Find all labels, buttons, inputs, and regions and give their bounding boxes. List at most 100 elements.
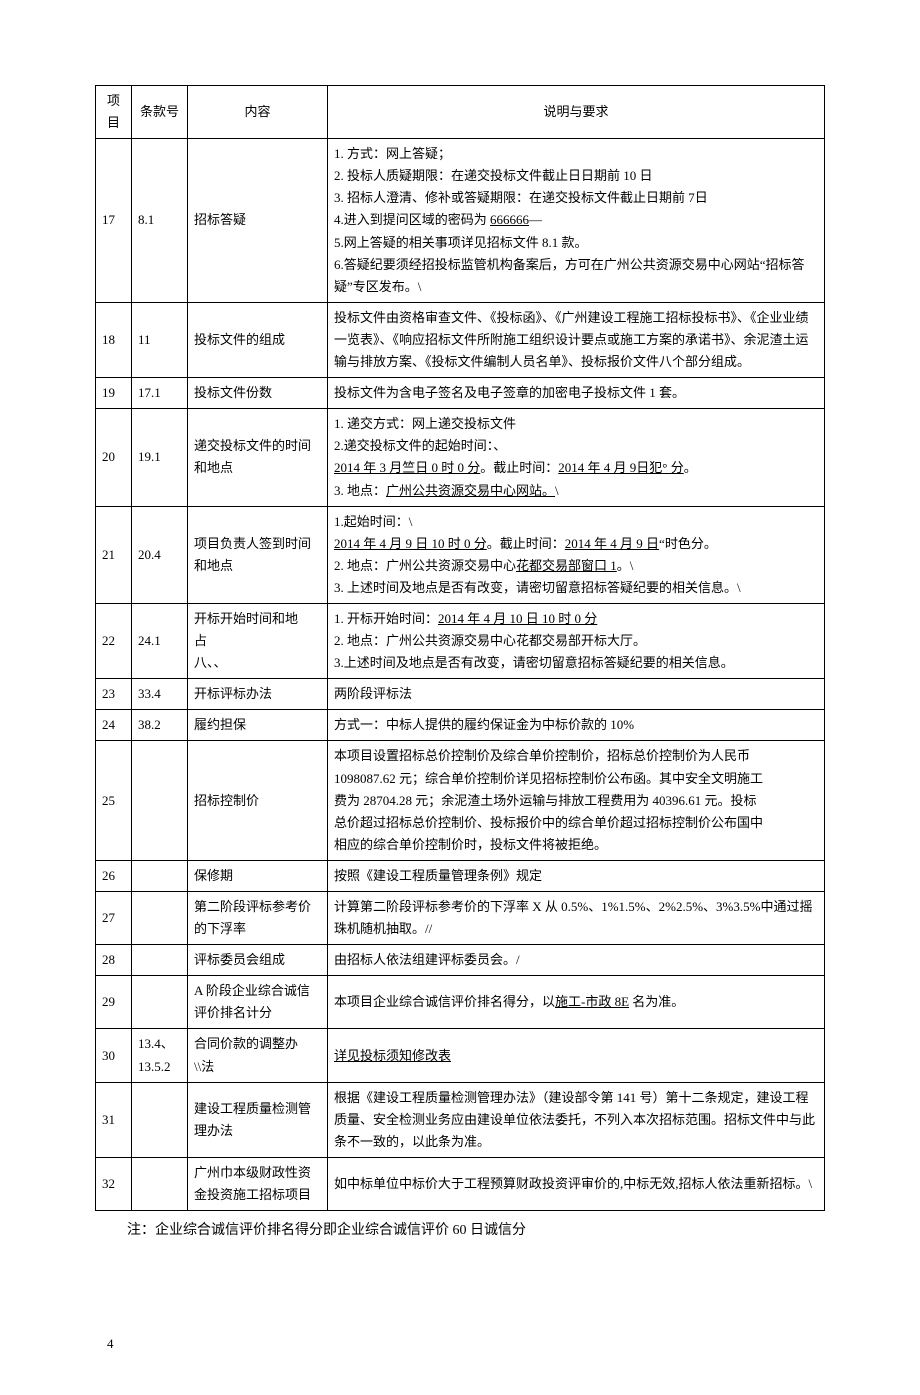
cell-desc: 如中标单位中标价大于工程预算财政投资评审价的,中标无效,招标人依法重新招标。\ (328, 1157, 825, 1210)
cell-idx: 25 (96, 741, 132, 860)
cell-content: 评标委员会组成 (188, 945, 328, 976)
cell-content: 投标文件的组成 (188, 302, 328, 377)
cell-clause (132, 976, 188, 1029)
table-row: 26 保修期按照《建设工程质量管理条例》规定 (96, 860, 825, 891)
cell-clause: 13.4、 13.5.2 (132, 1029, 188, 1082)
desc-line: 两阶段评标法 (334, 683, 818, 705)
desc-line: 4.进入到提问区域的密码为 666666— (334, 209, 818, 231)
desc-line: 1098087.62 元；综合单价控制价详见招标控制价公布函。其中安全文明施工 (334, 768, 818, 790)
table-row: 178.1招标答疑1. 方式：网上答疑；2. 投标人质疑期限：在递交投标文件截止… (96, 139, 825, 303)
desc-line: 5.网上答疑的相关事项详见招标文件 8.1 款。 (334, 232, 818, 254)
cell-clause (132, 1082, 188, 1157)
cell-desc: 本项目企业综合诚信评价排名得分，以施工-市政 8E 名为准。 (328, 976, 825, 1029)
table-row: 25招标控制价本项目设置招标总价控制价及综合单价控制价，招标总价控制价为人民币1… (96, 741, 825, 860)
desc-line: 3.上述时间及地点是否有改变，请密切留意招标答疑纪要的相关信息。 (334, 652, 818, 674)
cell-idx: 22 (96, 603, 132, 678)
cell-content: 项目负责人签到时间和地点 (188, 506, 328, 603)
cell-clause (132, 945, 188, 976)
cell-desc: 1. 开标开始时间：2014 年 4 月 10 日 10 时 0 分2. 地点：… (328, 603, 825, 678)
desc-line: 费为 28704.28 元；余泥渣土场外运输与排放工程费用为 40396.61 … (334, 790, 818, 812)
cell-desc: 根据《建设工程质量检测管理办法》（建设部令第 141 号）第十二条规定，建设工程… (328, 1082, 825, 1157)
cell-desc: 投标文件为含电子签名及电子签章的加密电子投标文件 1 套。 (328, 378, 825, 409)
cell-content: 合同价款的调整办 \\法 (188, 1029, 328, 1082)
cell-idx: 24 (96, 710, 132, 741)
desc-line: 本项目企业综合诚信评价排名得分，以施工-市政 8E 名为准。 (334, 991, 818, 1013)
cell-clause (132, 741, 188, 860)
table-row: 2224.1开标开始时间和地 占 八、、1. 开标开始时间：2014 年 4 月… (96, 603, 825, 678)
desc-line: 相应的综合单价控制价时，投标文件将被拒绝。 (334, 834, 818, 856)
table-row: 3013.4、 13.5.2合同价款的调整办 \\法详见投标须知修改表 (96, 1029, 825, 1082)
desc-line: 1. 递交方式：网上递交投标文件 (334, 413, 818, 435)
cell-clause: 20.4 (132, 506, 188, 603)
header-idx: 项目 (96, 86, 132, 139)
cell-idx: 20 (96, 409, 132, 506)
cell-content: 开标开始时间和地 占 八、、 (188, 603, 328, 678)
desc-line: 1.起始时间：\ (334, 511, 818, 533)
desc-line: 2. 投标人质疑期限：在递交投标文件截止日日期前 10 日 (334, 165, 818, 187)
cell-desc: 由招标人依法组建评标委员会。/ (328, 945, 825, 976)
table-row: 2019.1递交投标文件的时间和地点1. 递交方式：网上递交投标文件2.递交投标… (96, 409, 825, 506)
page-number: 4 (95, 1333, 825, 1355)
cell-content: 投标文件份数 (188, 378, 328, 409)
cell-content: 第二阶段评标参考价的下浮率 (188, 892, 328, 945)
cell-idx: 18 (96, 302, 132, 377)
cell-idx: 30 (96, 1029, 132, 1082)
desc-line: 按照《建设工程质量管理条例》规定 (334, 865, 818, 887)
table-row: 1811投标文件的组成投标文件由资格审查文件、《投标函》、《广州建设工程施工招标… (96, 302, 825, 377)
cell-clause: 38.2 (132, 710, 188, 741)
cell-idx: 17 (96, 139, 132, 303)
desc-line: 计算第二阶段评标参考价的下浮率 X 从 0.5%、1%1.5%、2%2.5%、3… (334, 896, 818, 940)
cell-desc: 按照《建设工程质量管理条例》规定 (328, 860, 825, 891)
desc-line: 总价超过招标总价控制价、投标报价中的综合单价超过招标控制价公布国中 (334, 812, 818, 834)
table-row: 2120.4项目负责人签到时间和地点1.起始时间：\2014 年 4 月 9 日… (96, 506, 825, 603)
cell-clause: 17.1 (132, 378, 188, 409)
desc-line: 2. 地点：广州公共资源交易中心花都交易部开标大厅。 (334, 630, 818, 652)
cell-content: 招标答疑 (188, 139, 328, 303)
header-content: 内容 (188, 86, 328, 139)
desc-line: 2. 地点：广州公共资源交易中心花都交易部窗口 1。\ (334, 555, 818, 577)
cell-idx: 32 (96, 1157, 132, 1210)
desc-line: 投标文件为含电子签名及电子签章的加密电子投标文件 1 套。 (334, 382, 818, 404)
table-row: 31建设工程质量检测管理办法根据《建设工程质量检测管理办法》（建设部令第 141… (96, 1082, 825, 1157)
cell-desc: 计算第二阶段评标参考价的下浮率 X 从 0.5%、1%1.5%、2%2.5%、3… (328, 892, 825, 945)
cell-content: A 阶段企业综合诚信评价排名计分 (188, 976, 328, 1029)
desc-line: 由招标人依法组建评标委员会。/ (334, 949, 818, 971)
cell-idx: 28 (96, 945, 132, 976)
cell-clause (132, 892, 188, 945)
cell-clause: 24.1 (132, 603, 188, 678)
desc-line: 详见投标须知修改表 (334, 1045, 818, 1067)
desc-line: 2.递交投标文件的起始时间：、 (334, 435, 818, 457)
table-header-row: 项目 条款号 内容 说明与要求 (96, 86, 825, 139)
table-row: 29 A 阶段企业综合诚信评价排名计分本项目企业综合诚信评价排名得分，以施工-市政… (96, 976, 825, 1029)
cell-content: 递交投标文件的时间和地点 (188, 409, 328, 506)
desc-line: 3. 地点：广州公共资源交易中心网站。\ (334, 480, 818, 502)
bid-spec-table: 项目 条款号 内容 说明与要求 178.1招标答疑1. 方式：网上答疑；2. 投… (95, 85, 825, 1211)
cell-desc: 1.起始时间：\2014 年 4 月 9 日 10 时 0 分。截止时间：201… (328, 506, 825, 603)
header-clause: 条款号 (132, 86, 188, 139)
cell-idx: 21 (96, 506, 132, 603)
table-row: 32广州巾本级财政性资金投资施工招标项目如中标单位中标价大于工程预算财政投资评审… (96, 1157, 825, 1210)
desc-line: 1. 方式：网上答疑； (334, 143, 818, 165)
cell-content: 保修期 (188, 860, 328, 891)
cell-clause: 11 (132, 302, 188, 377)
cell-desc: 投标文件由资格审查文件、《投标函》、《广州建设工程施工招标投标书》、《企业业绩一… (328, 302, 825, 377)
cell-clause (132, 1157, 188, 1210)
cell-idx: 19 (96, 378, 132, 409)
header-desc: 说明与要求 (328, 86, 825, 139)
cell-idx: 29 (96, 976, 132, 1029)
cell-clause: 33.4 (132, 679, 188, 710)
cell-desc: 详见投标须知修改表 (328, 1029, 825, 1082)
cell-content: 开标评标办法 (188, 679, 328, 710)
footnote: 注：企业综合诚信评价排名得分即企业综合诚信评价 60 日诚信分 (95, 1219, 825, 1243)
cell-desc: 方式一：中标人提供的履约保证金为中标价款的 10% (328, 710, 825, 741)
desc-line: 2014 年 4 月 9 日 10 时 0 分。截止时间：2014 年 4 月 … (334, 533, 818, 555)
table-row: 27 第二阶段评标参考价的下浮率计算第二阶段评标参考价的下浮率 X 从 0.5%、… (96, 892, 825, 945)
table-row: 2438.2履约担保方式一：中标人提供的履约保证金为中标价款的 10% (96, 710, 825, 741)
desc-line: 如中标单位中标价大于工程预算财政投资评审价的,中标无效,招标人依法重新招标。\ (334, 1173, 818, 1195)
table-row: 2333.4开标评标办法两阶段评标法 (96, 679, 825, 710)
cell-idx: 26 (96, 860, 132, 891)
cell-content: 履约担保 (188, 710, 328, 741)
desc-line: 3. 招标人澄清、修补或答疑期限：在递交投标文件截止日期前 7日 (334, 187, 818, 209)
cell-idx: 27 (96, 892, 132, 945)
cell-desc: 1. 方式：网上答疑；2. 投标人质疑期限：在递交投标文件截止日日期前 10 日… (328, 139, 825, 303)
